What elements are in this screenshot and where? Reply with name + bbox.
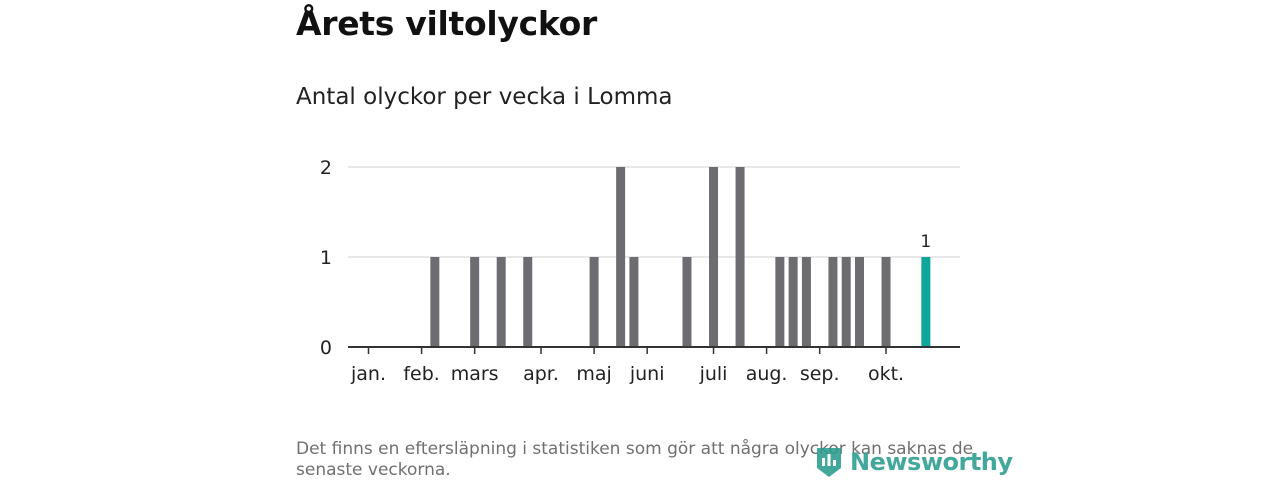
x-tick-label: aug.: [746, 363, 788, 385]
bar: [523, 257, 533, 347]
bar: [881, 257, 891, 347]
bar: [682, 257, 692, 347]
bar-chart-badge-icon: [817, 448, 841, 477]
x-tick-label: okt.: [868, 363, 904, 385]
bar: [735, 167, 745, 347]
bar: [854, 257, 864, 347]
bar: [828, 257, 838, 347]
bar: [430, 257, 440, 347]
x-tick-label: feb.: [403, 363, 439, 385]
chart-subtitle: Antal olyckor per vecka i Lomma: [296, 84, 673, 110]
bar: [788, 257, 798, 347]
x-tick-label: mars: [451, 363, 499, 385]
y-tick-label: 2: [320, 157, 332, 179]
bar: [470, 257, 480, 347]
bar: [616, 167, 626, 347]
x-axis-ticks: jan. feb. mars apr. maj juni juli aug. sep. okt.: [348, 346, 960, 385]
bar-data-label: 1: [920, 232, 931, 252]
x-tick-label: apr.: [523, 363, 559, 385]
chart-title: Årets viltolyckor: [296, 4, 597, 43]
x-tick-label: juni: [629, 363, 665, 385]
y-tick-label: 0: [320, 337, 332, 359]
bar: [496, 257, 506, 347]
data-labels: 1: [920, 232, 931, 252]
bar: [709, 167, 719, 347]
y-tick-label: 1: [320, 247, 332, 269]
x-tick-label: juli: [699, 363, 728, 385]
x-tick-label: maj: [576, 363, 611, 385]
newsworthy-logo: Newsworthy: [814, 446, 1013, 478]
footnote: Det finns en eftersläpning i statistiken…: [296, 439, 974, 480]
y-axis-ticks: 0 1 2: [320, 157, 332, 359]
bar: [629, 257, 639, 347]
bar: [589, 257, 599, 347]
bar-highlight: [921, 257, 931, 347]
bar: [801, 257, 811, 347]
bar: [841, 257, 851, 347]
grid-lines: [348, 166, 960, 258]
x-tick-label: sep.: [800, 363, 840, 385]
bars: [430, 167, 931, 347]
bar: [775, 257, 785, 347]
logo-text: Newsworthy: [850, 448, 1013, 476]
x-tick-label: jan.: [350, 363, 386, 385]
bar-chart: 0 1 2 jan. feb. mars apr. maj juni juli aug. sep. o…: [320, 157, 960, 385]
